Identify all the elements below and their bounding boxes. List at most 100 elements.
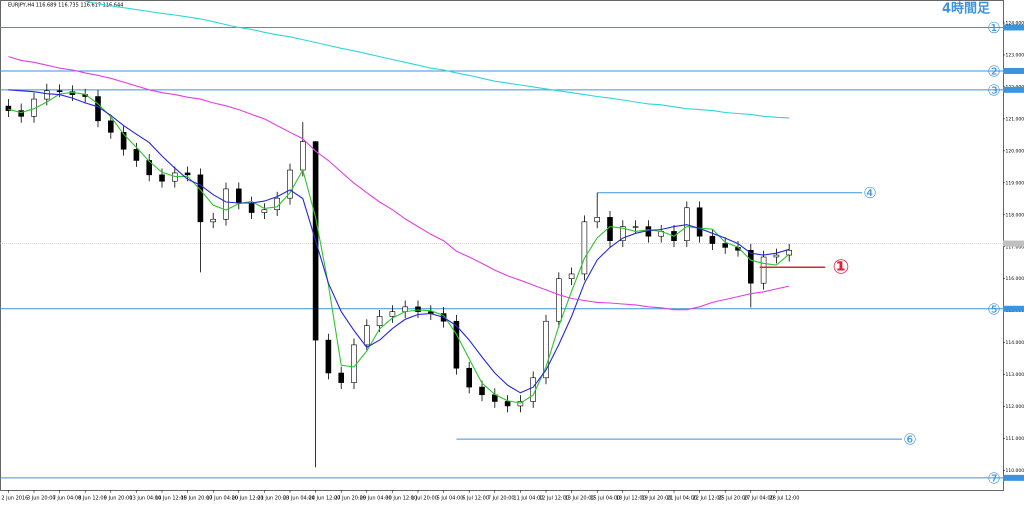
x-tick-label: 2 Jun 2016	[1, 496, 28, 502]
candle-body	[479, 386, 485, 396]
x-tick-label: 23 Jun 04:00	[283, 496, 315, 502]
candle-body	[120, 132, 127, 150]
candle-body	[261, 209, 268, 213]
candle-body	[56, 90, 63, 93]
candle-body	[568, 273, 575, 280]
y-tick-label: 121.000	[1006, 116, 1024, 122]
candle-body	[581, 221, 588, 275]
candle-body	[325, 339, 332, 374]
candle-body	[159, 174, 165, 182]
x-tick-label: 18 Jul 12:00	[616, 496, 646, 502]
level-label: ②	[987, 62, 1000, 80]
candle-body	[108, 120, 114, 133]
candle-body	[223, 188, 229, 220]
candle-body	[18, 110, 25, 117]
x-tick-label: 27 Jun 20:00	[334, 496, 366, 502]
candle-body	[466, 367, 473, 388]
candle-body	[415, 306, 421, 312]
x-tick-label: 21 Jun 20:00	[257, 496, 289, 502]
candle-body	[607, 217, 613, 241]
x-tick-label: 7 Jul 20:00	[488, 496, 515, 502]
level-label: ①	[987, 19, 1000, 37]
level-label: ⑥	[903, 431, 916, 449]
timeframe-label: 4時間足	[942, 1, 991, 17]
level-label: ⑦	[987, 469, 1000, 487]
x-tick-label: 22 Jul 12:00	[693, 496, 723, 502]
candle-body	[530, 377, 537, 402]
candle-body	[517, 401, 524, 407]
candle-body	[274, 197, 281, 210]
moving-average	[85, 0, 790, 119]
candle-body	[696, 207, 703, 237]
y-tick-label: 120.000	[1006, 148, 1024, 154]
level-price-box	[1003, 67, 1024, 74]
chart-title: EURJPY,H4 116.689 116.735 116.617 116.64…	[8, 3, 123, 9]
candle-body	[632, 226, 639, 228]
x-tick-label: 17 Jun 04:00	[206, 496, 238, 502]
candle-body	[5, 105, 12, 111]
moving-average	[8, 56, 790, 311]
candle-body	[172, 172, 178, 182]
candle-body	[786, 249, 793, 256]
x-tick-label: 1 Jul 20:00	[411, 496, 438, 502]
candle-body	[299, 141, 306, 171]
candle-body	[389, 311, 396, 317]
x-tick-label: 30 Jun 12:00	[385, 496, 417, 502]
candle-body	[504, 401, 511, 407]
candle-body	[747, 249, 754, 284]
y-tick-label: 110.000	[1006, 468, 1024, 474]
level-price-box	[1003, 86, 1024, 93]
candle-body	[709, 235, 716, 244]
x-tick-label: 9 Jun 20:00	[104, 496, 133, 502]
level-label: ⑤	[987, 300, 1000, 318]
y-tick-label: 114.000	[1006, 340, 1024, 346]
moving-average	[8, 89, 790, 394]
marker-label: ①	[833, 255, 850, 279]
moving-average	[8, 91, 790, 404]
y-tick-label: 123.000	[1006, 52, 1024, 58]
x-tick-label: 15 Jun 20:00	[181, 496, 213, 502]
candle-body	[197, 174, 204, 223]
candle-body	[619, 226, 626, 241]
candle-body	[363, 325, 370, 346]
candle-body	[210, 218, 216, 223]
x-tick-label: 12 Jul 12:00	[539, 496, 569, 502]
y-tick-label: 113.000	[1006, 372, 1024, 378]
y-tick-label: 116.000	[1006, 276, 1024, 282]
y-tick-label: 119.000	[1006, 180, 1024, 186]
candle-body	[722, 243, 729, 248]
level-price-box	[1003, 474, 1024, 481]
candle-body	[594, 217, 601, 223]
x-tick-label: 21 Jul 04:00	[667, 496, 697, 502]
candle-body	[184, 172, 191, 176]
y-tick-label: 118.000	[1006, 212, 1024, 218]
y-tick-label: 112.000	[1006, 404, 1024, 410]
x-tick-label: 13 Jun 04:00	[129, 496, 161, 502]
x-tick-label: 27 Jul 04:00	[744, 496, 774, 502]
candle-body	[146, 160, 152, 176]
level-label: ③	[987, 81, 1000, 99]
candle-body	[338, 372, 345, 383]
candle-body	[773, 254, 780, 258]
x-tick-label: 19 Jul 20:00	[641, 496, 671, 502]
candle-body	[453, 320, 460, 369]
x-tick-label: 29 Jun 04:00	[360, 496, 392, 502]
x-tick-label: 20 Jun 12:00	[232, 496, 264, 502]
y-tick-label: 111.000	[1006, 436, 1024, 442]
candle-body	[133, 148, 140, 161]
x-tick-label: 15 Jul 04:00	[590, 496, 620, 502]
candle-body	[376, 316, 383, 327]
candle-body	[236, 188, 242, 204]
candle-body	[351, 344, 357, 383]
x-tick-label: 5 Jul 04:00	[437, 496, 464, 502]
candle-body	[43, 90, 50, 100]
x-tick-label: 14 Jun 12:00	[155, 496, 187, 502]
x-tick-label: 6 Jul 12:00	[462, 496, 489, 502]
candle-body	[555, 278, 562, 322]
candle-body	[95, 96, 101, 122]
plot-frame	[0, 0, 1004, 491]
x-tick-label: 8 Jun 12:00	[78, 496, 107, 502]
level-label: ④	[863, 184, 876, 202]
